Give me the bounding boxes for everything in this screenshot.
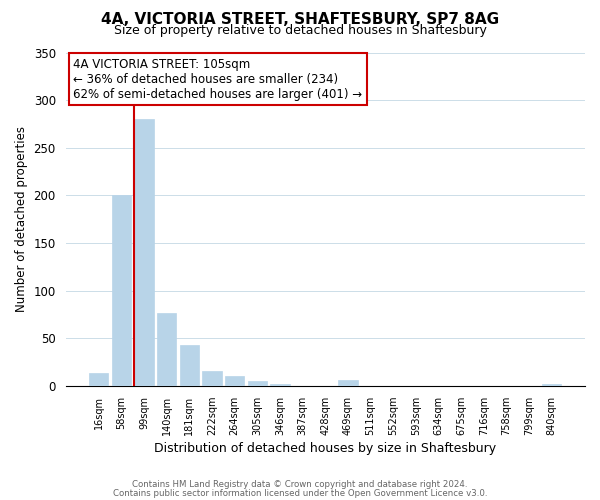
Bar xyxy=(338,380,358,386)
Text: 4A VICTORIA STREET: 105sqm
← 36% of detached houses are smaller (234)
62% of sem: 4A VICTORIA STREET: 105sqm ← 36% of deta… xyxy=(73,58,362,100)
Bar xyxy=(89,372,109,386)
X-axis label: Distribution of detached houses by size in Shaftesbury: Distribution of detached houses by size … xyxy=(154,442,496,455)
Bar xyxy=(157,314,176,386)
Text: Contains HM Land Registry data © Crown copyright and database right 2024.: Contains HM Land Registry data © Crown c… xyxy=(132,480,468,489)
Bar xyxy=(225,376,244,386)
Bar xyxy=(180,345,199,386)
Y-axis label: Number of detached properties: Number of detached properties xyxy=(15,126,28,312)
Bar xyxy=(112,196,131,386)
Bar xyxy=(248,381,267,386)
Bar xyxy=(542,384,562,386)
Text: Contains public sector information licensed under the Open Government Licence v3: Contains public sector information licen… xyxy=(113,488,487,498)
Bar xyxy=(202,370,221,386)
Text: Size of property relative to detached houses in Shaftesbury: Size of property relative to detached ho… xyxy=(113,24,487,37)
Bar xyxy=(271,384,290,386)
Text: 4A, VICTORIA STREET, SHAFTESBURY, SP7 8AG: 4A, VICTORIA STREET, SHAFTESBURY, SP7 8A… xyxy=(101,12,499,28)
Bar xyxy=(134,119,154,386)
